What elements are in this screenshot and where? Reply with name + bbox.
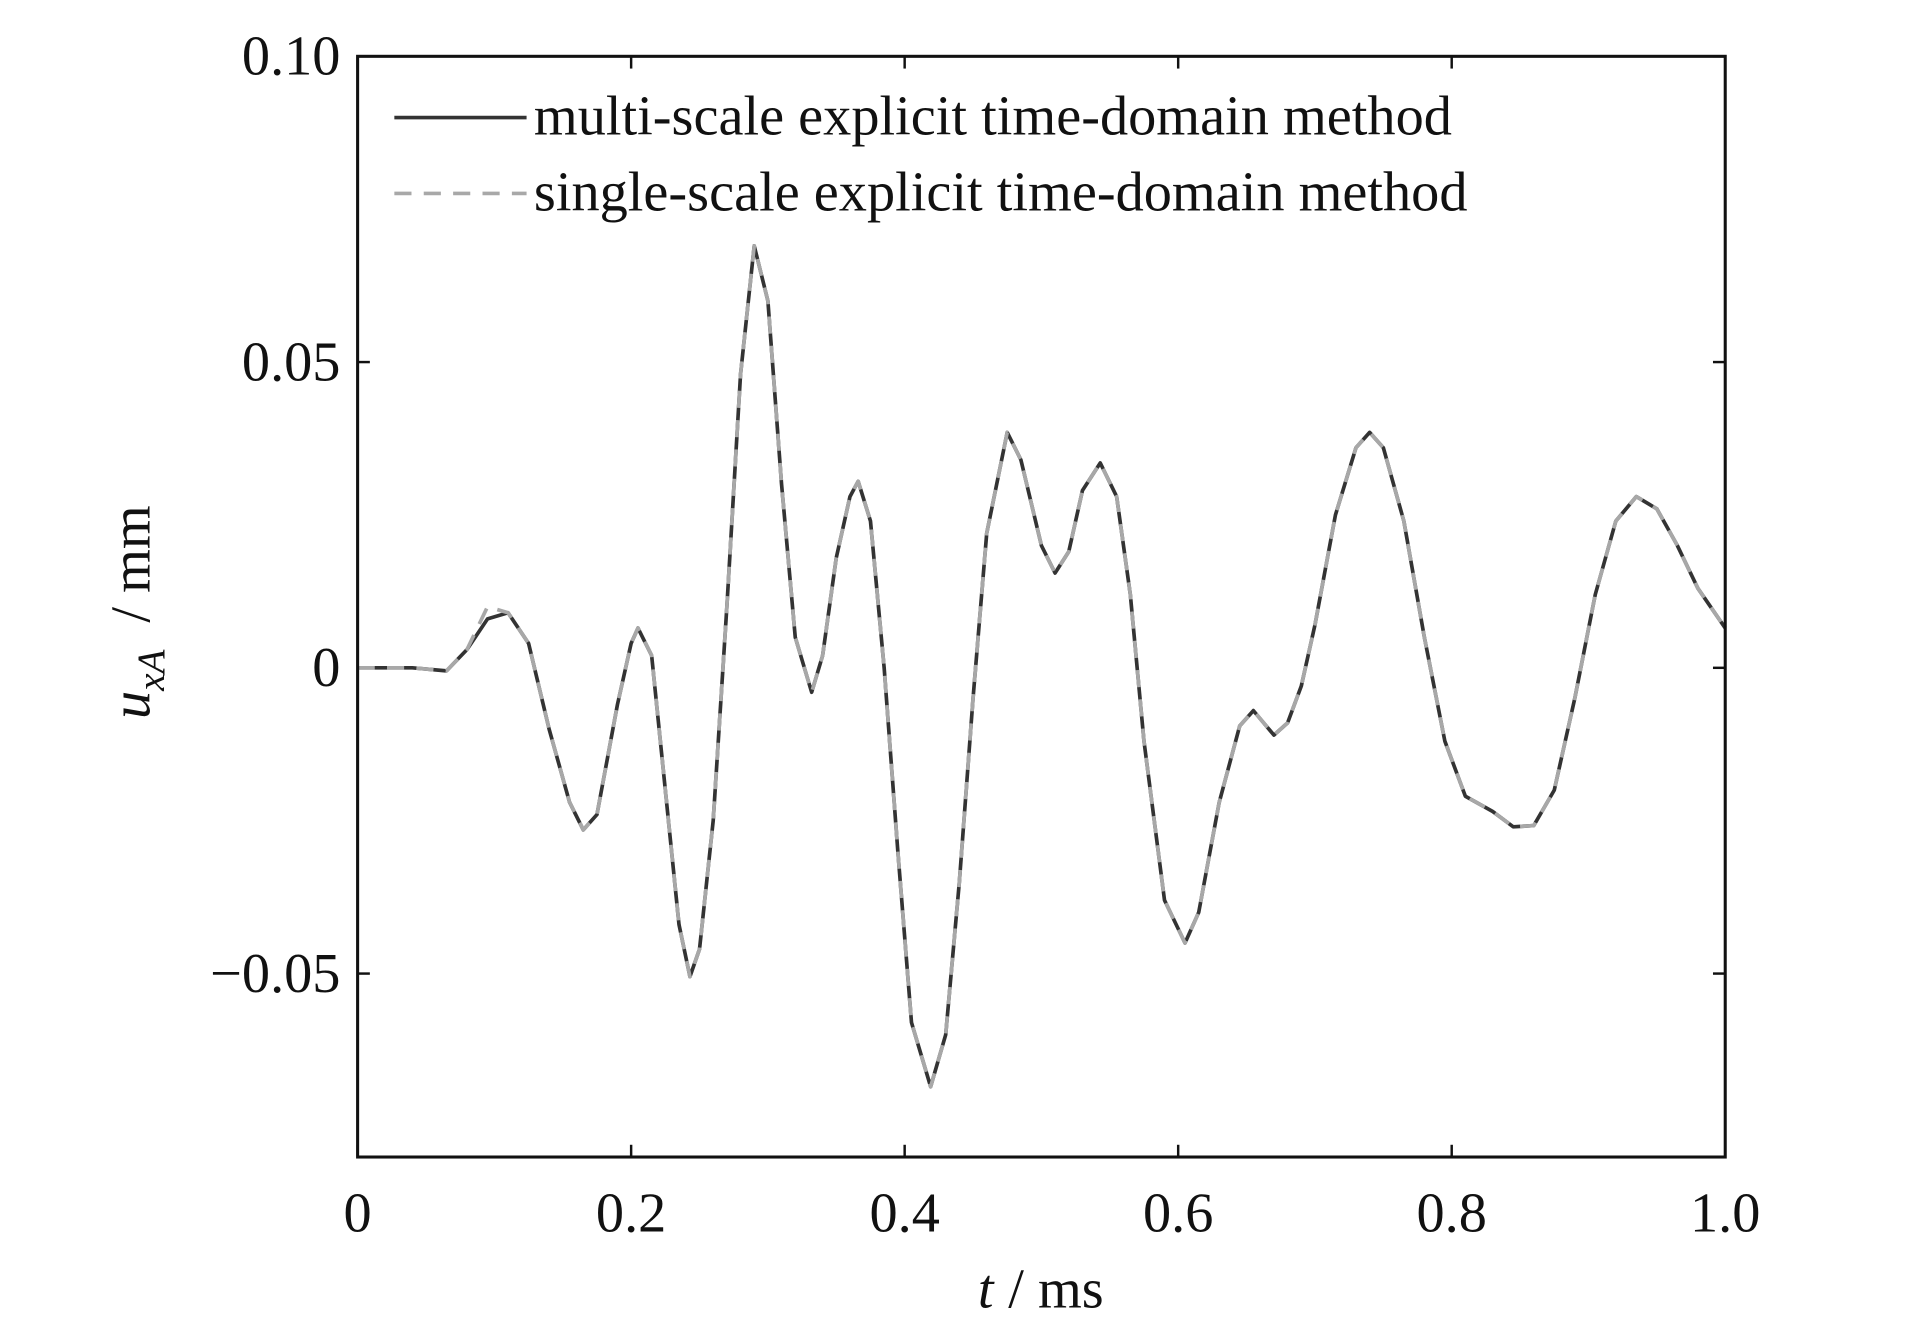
data-line [357, 244, 1727, 1089]
x-tick-label: 0 [344, 1183, 372, 1245]
y-unit: / mm [100, 505, 162, 622]
x-tick-label: 0.6 [1143, 1183, 1213, 1245]
legend-label: single-scale explicit time-domain method [534, 162, 1468, 224]
x-tick-label: 0.4 [869, 1183, 939, 1245]
legend-label: multi-scale explicit time-domain method [534, 86, 1452, 148]
y-subscript: xA [130, 649, 173, 692]
plot-frame [356, 54, 1727, 1159]
y-tick-label: 0.05 [242, 331, 341, 393]
x-tick-label: 0.2 [596, 1183, 666, 1245]
x-tick-label: 0.8 [1417, 1183, 1487, 1245]
y-symbol: u [100, 691, 162, 719]
y-axis-title: uxA / mm [100, 505, 173, 719]
data-line [357, 244, 1727, 1089]
y-tick-label: 0 [312, 637, 340, 699]
x-symbol: t [978, 1259, 995, 1321]
y-tick-label: 0.10 [242, 26, 341, 88]
y-tick-label: −0.05 [210, 943, 340, 1005]
x-tick-label: 1.0 [1690, 1183, 1760, 1245]
x-axis-title: t / ms [978, 1259, 1104, 1321]
x-unit: / ms [1008, 1259, 1103, 1321]
